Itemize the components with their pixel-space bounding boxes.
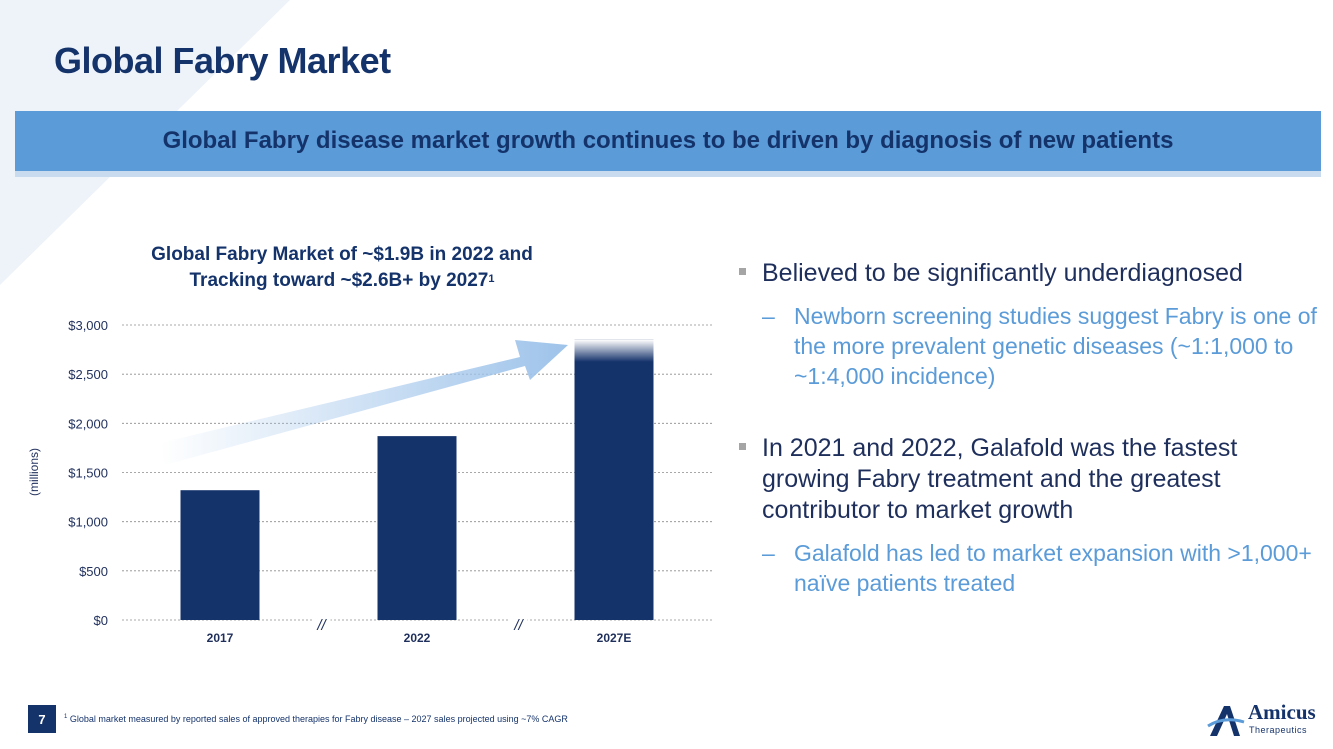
bullet-2: In 2021 and 2022, Galafold was the faste… bbox=[738, 433, 1318, 526]
footnote-marker: 1 bbox=[64, 714, 68, 720]
y-tick-label: $2,000 bbox=[68, 416, 108, 431]
y-tick-label: $500 bbox=[79, 564, 108, 579]
projection-fade bbox=[574, 339, 654, 362]
square-bullet-icon bbox=[739, 268, 746, 275]
x-tick-label: 2027E bbox=[597, 631, 632, 645]
chart-title: Global Fabry Market of ~$1.9B in 2022 an… bbox=[100, 242, 584, 294]
y-axis-label: (millions) bbox=[27, 448, 41, 496]
x-tick-label: 2022 bbox=[404, 631, 431, 645]
logo-name: Amicus bbox=[1248, 700, 1316, 724]
headline-banner: Global Fabry disease market growth conti… bbox=[15, 111, 1321, 177]
y-tick-label: $3,000 bbox=[68, 318, 108, 333]
bullet-2-text: In 2021 and 2022, Galafold was the faste… bbox=[762, 434, 1238, 524]
y-tick-label: $1,000 bbox=[68, 515, 108, 530]
dash-bullet-icon: – bbox=[762, 540, 775, 566]
axis-break-mask bbox=[509, 610, 528, 630]
banner-text: Global Fabry disease market growth conti… bbox=[162, 127, 1174, 154]
bullet-1-text: Believed to be significantly underdiagno… bbox=[762, 259, 1243, 287]
footnote: 1 Global market measured by reported sal… bbox=[64, 714, 568, 724]
page-title: Global Fabry Market bbox=[54, 40, 391, 81]
bar-2022 bbox=[377, 436, 457, 620]
logo-mark-icon bbox=[1207, 706, 1245, 736]
y-tick-label: $0 bbox=[94, 613, 108, 628]
bullet-1-sub-text: Newborn screening studies suggest Fabry … bbox=[794, 303, 1317, 389]
axis-break-mask bbox=[312, 610, 331, 630]
chart-title-line2: Tracking toward ~$2.6B+ by 2027 bbox=[189, 270, 489, 291]
dash-bullet-icon: – bbox=[762, 303, 775, 329]
axis-break-icon: // bbox=[316, 617, 327, 634]
page-number: 7 bbox=[28, 705, 56, 733]
y-tick-label: $2,500 bbox=[68, 367, 108, 382]
logo-subtitle: Therapeutics bbox=[1249, 725, 1308, 735]
footnote-text: Global market measured by reported sales… bbox=[69, 714, 568, 724]
bar-2017 bbox=[180, 490, 260, 620]
bullet-1: Believed to be significantly underdiagno… bbox=[738, 258, 1318, 289]
square-bullet-icon bbox=[739, 443, 746, 450]
company-logo: Amicus Therapeutics bbox=[1206, 700, 1324, 740]
bullet-2-sub-text: Galafold has led to market expansion wit… bbox=[794, 540, 1312, 596]
bullet-2-sub: – Galafold has led to market expansion w… bbox=[738, 538, 1318, 598]
chart-title-footnote-ref: 1 bbox=[488, 273, 495, 285]
bar-2027e bbox=[574, 339, 654, 620]
growth-arrow-icon bbox=[160, 340, 568, 465]
y-tick-label: $1,500 bbox=[68, 466, 108, 481]
axis-break-icon: // bbox=[513, 617, 524, 634]
x-tick-label: 2017 bbox=[207, 631, 234, 645]
bullet-1-sub: – Newborn screening studies suggest Fabr… bbox=[738, 301, 1318, 391]
chart-title-line1: Global Fabry Market of ~$1.9B in 2022 an… bbox=[151, 244, 533, 265]
bullet-list: Believed to be significantly underdiagno… bbox=[738, 258, 1318, 598]
